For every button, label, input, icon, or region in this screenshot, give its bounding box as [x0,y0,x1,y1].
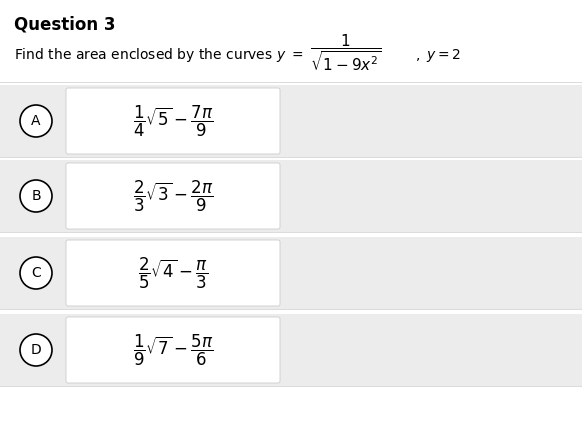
Text: $\dfrac{1}{9}\sqrt{7}-\dfrac{5\pi}{6}$: $\dfrac{1}{9}\sqrt{7}-\dfrac{5\pi}{6}$ [133,332,213,368]
Text: $,\ y = 2$: $,\ y = 2$ [415,46,462,64]
Text: $\dfrac{1}{\sqrt{1-9x^2}}$: $\dfrac{1}{\sqrt{1-9x^2}}$ [310,33,382,73]
Bar [0,314,582,386]
Text: Find the area enclosed by the curves $y\ =$: Find the area enclosed by the curves $y\… [14,46,304,64]
Circle shape [20,257,52,289]
Text: A: A [31,114,41,128]
Text: C: C [31,266,41,280]
Circle shape [20,334,52,366]
Text: D: D [31,343,41,357]
FancyBboxPatch shape [66,88,280,154]
Text: $\dfrac{2}{3}\sqrt{3}-\dfrac{2\pi}{9}$: $\dfrac{2}{3}\sqrt{3}-\dfrac{2\pi}{9}$ [133,178,213,214]
Text: B: B [31,189,41,203]
FancyBboxPatch shape [66,240,280,306]
Circle shape [20,105,52,137]
Text: Question 3: Question 3 [14,15,115,33]
Bar [0,85,582,157]
Text: $\dfrac{2}{5}\sqrt{4}-\dfrac{\pi}{3}$: $\dfrac{2}{5}\sqrt{4}-\dfrac{\pi}{3}$ [138,255,208,291]
Bar [0,160,582,232]
FancyBboxPatch shape [66,163,280,229]
Bar [0,237,582,309]
Circle shape [20,180,52,212]
Text: $\dfrac{1}{4}\sqrt{5}-\dfrac{7\pi}{9}$: $\dfrac{1}{4}\sqrt{5}-\dfrac{7\pi}{9}$ [133,103,213,138]
FancyBboxPatch shape [66,317,280,383]
